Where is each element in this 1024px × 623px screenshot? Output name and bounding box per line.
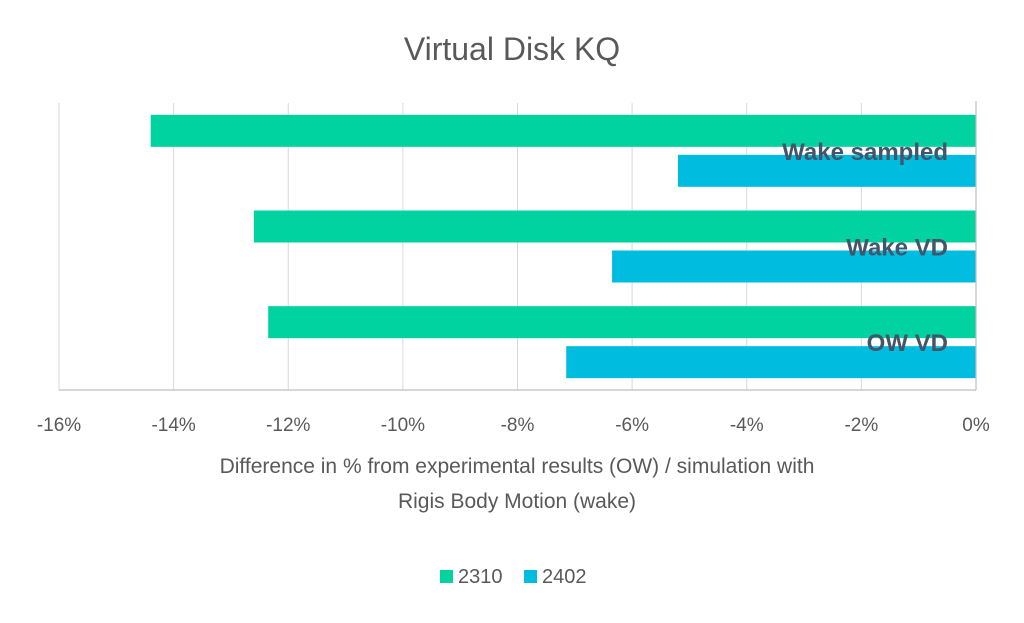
x-tick-label: -8% — [501, 415, 535, 436]
legend-label-2310: 2310 — [458, 566, 503, 588]
bar-2402-wake-sampled — [677, 154, 976, 187]
x-tick-label: -16% — [37, 415, 81, 436]
bar-2402-wake-vd — [612, 250, 976, 283]
x-tick-label: -12% — [266, 415, 310, 436]
chart-title: Virtual Disk KQ — [404, 31, 620, 67]
x-axis: -16% -14% -12% -10% -8% -6% -4% -2% 0% — [37, 101, 990, 436]
bars — [150, 114, 977, 379]
x-axis-title: Difference in % from experimental result… — [220, 455, 815, 513]
bar-2310-ow-vd — [268, 306, 976, 339]
x-tick-label: -14% — [151, 415, 195, 436]
x-tick-label: -10% — [381, 415, 425, 436]
legend: 2310 2402 — [440, 566, 587, 588]
legend-swatch-2310 — [440, 570, 453, 583]
bar-2310-wake-vd — [253, 210, 977, 243]
category-labels: Wake sampled Wake VD OW VD — [782, 139, 948, 357]
x-tick-label: -6% — [615, 415, 649, 436]
legend-label-2402: 2402 — [542, 566, 587, 588]
bar-2310-wake-sampled — [150, 114, 976, 147]
x-tick-label: -2% — [844, 415, 878, 436]
x-axis-title-line-1: Difference in % from experimental result… — [220, 455, 815, 478]
category-label: OW VD — [867, 330, 948, 357]
x-axis-title-line-2: Rigis Body Motion (wake) — [398, 490, 636, 513]
bar-2402-ow-vd — [566, 346, 976, 379]
legend-swatch-2402 — [524, 570, 537, 583]
category-label: Wake sampled — [782, 139, 948, 166]
category-label: Wake VD — [846, 235, 948, 262]
x-tick-label: -4% — [730, 415, 764, 436]
x-tick-label: 0% — [962, 415, 990, 436]
